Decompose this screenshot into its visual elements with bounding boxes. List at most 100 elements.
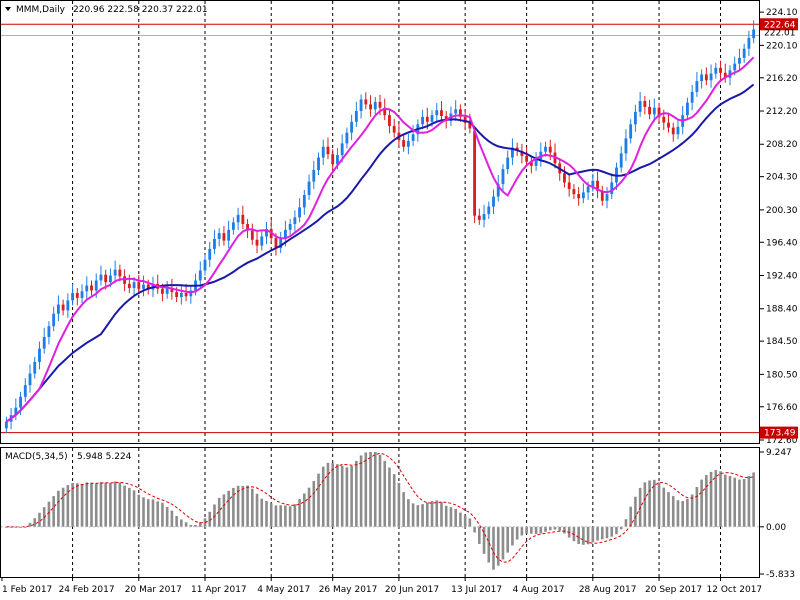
macd-bar: [728, 475, 732, 527]
candle: [742, 43, 746, 63]
candle: [477, 208, 481, 225]
candle: [373, 96, 377, 115]
candle: [506, 150, 510, 175]
candle: [700, 69, 704, 89]
candle: [288, 219, 292, 235]
macd-bar: [690, 494, 694, 527]
macd-bar: [61, 487, 65, 527]
macd-bar: [345, 467, 349, 527]
candle: [619, 146, 623, 173]
candle: [203, 254, 207, 276]
macd-bar: [99, 482, 103, 527]
support-price-tag: 173.49: [760, 426, 798, 439]
candle: [463, 109, 467, 131]
candle: [671, 122, 675, 142]
macd-bar: [85, 482, 89, 527]
macd-bar: [222, 494, 226, 527]
macd-bar: [600, 526, 604, 540]
macd-bar: [251, 488, 254, 527]
candle: [222, 226, 226, 246]
price-tick-label: 212.20: [766, 107, 798, 117]
macd-bar: [274, 505, 278, 527]
macd-bar: [303, 493, 306, 527]
candle: [142, 275, 145, 297]
macd-bar: [478, 526, 481, 544]
macd-bar: [544, 526, 547, 532]
macd-bar: [747, 475, 751, 527]
candle: [241, 205, 245, 229]
macd-bar: [492, 526, 495, 570]
macd-bar: [392, 474, 396, 527]
macd-bar: [80, 483, 84, 527]
macd-bar: [468, 518, 472, 527]
macd-bar: [459, 512, 462, 527]
candle: [85, 276, 89, 299]
macd-bar: [189, 524, 193, 527]
macd-bar: [279, 505, 282, 527]
candle: [75, 287, 79, 306]
macd-bar: [416, 505, 420, 527]
macd-bar: [340, 465, 344, 527]
candle: [643, 96, 647, 115]
macd-bar: [364, 452, 368, 527]
candle: [307, 174, 311, 200]
candle: [529, 156, 533, 174]
candle: [198, 261, 202, 288]
candle: [596, 171, 599, 199]
current-price-tag: 222.01: [764, 28, 796, 38]
macd-bar: [156, 501, 160, 527]
candle: [179, 285, 183, 305]
macd-bar: [284, 505, 287, 527]
macd-bar: [123, 485, 126, 527]
macd-bar: [657, 482, 661, 527]
macd-bar: [634, 496, 637, 527]
macd-axis: 9.247 0.00 -5.833: [760, 448, 795, 580]
candle: [421, 109, 424, 130]
macd-bar: [496, 526, 500, 566]
macd-bar: [146, 499, 150, 527]
candle: [629, 119, 633, 144]
candle: [298, 198, 302, 223]
dropdown-triangle-icon[interactable]: [5, 7, 11, 11]
candle: [714, 62, 718, 79]
candle: [236, 207, 240, 230]
candle: [227, 220, 231, 249]
candle: [4, 416, 8, 434]
price-tick-label: 200.30: [766, 206, 798, 216]
candle: [600, 185, 604, 206]
candle: [563, 166, 566, 188]
candle: [255, 230, 259, 254]
candle: [56, 295, 60, 322]
candle: [482, 204, 486, 228]
macd-bar: [719, 471, 722, 527]
candle: [752, 20, 756, 44]
macd-bar: [709, 471, 713, 527]
time-axis: 1 Feb 2017 24 Feb 2017 20 Mar 2017 11 Apr 2…: [1, 577, 762, 595]
macd-bar: [586, 526, 590, 545]
macd-bar: [624, 519, 628, 527]
macd-bar: [118, 482, 122, 527]
candle: [392, 118, 396, 138]
candle: [440, 101, 443, 121]
macd-bar: [94, 483, 98, 527]
macd-bar: [629, 506, 632, 527]
time-tick-label: 28 Aug 2017: [579, 585, 637, 595]
candle: [492, 189, 495, 215]
macd-tick-label: 9.247: [766, 448, 792, 458]
candle: [312, 160, 316, 190]
candle: [66, 293, 70, 318]
candle: [572, 184, 576, 200]
macd-bar: [109, 482, 112, 527]
time-tick-label: 20 Mar 2017: [125, 585, 182, 595]
macd-bar: [591, 526, 595, 543]
macd-bar: [662, 487, 666, 527]
candle: [326, 137, 330, 160]
candle: [605, 187, 609, 209]
macd-bar: [47, 501, 51, 527]
macd-bar: [548, 526, 552, 531]
macd-bar: [161, 502, 164, 527]
candle: [165, 280, 169, 299]
candle: [364, 92, 368, 110]
macd-bar: [605, 526, 609, 539]
macd-bar: [180, 519, 183, 527]
